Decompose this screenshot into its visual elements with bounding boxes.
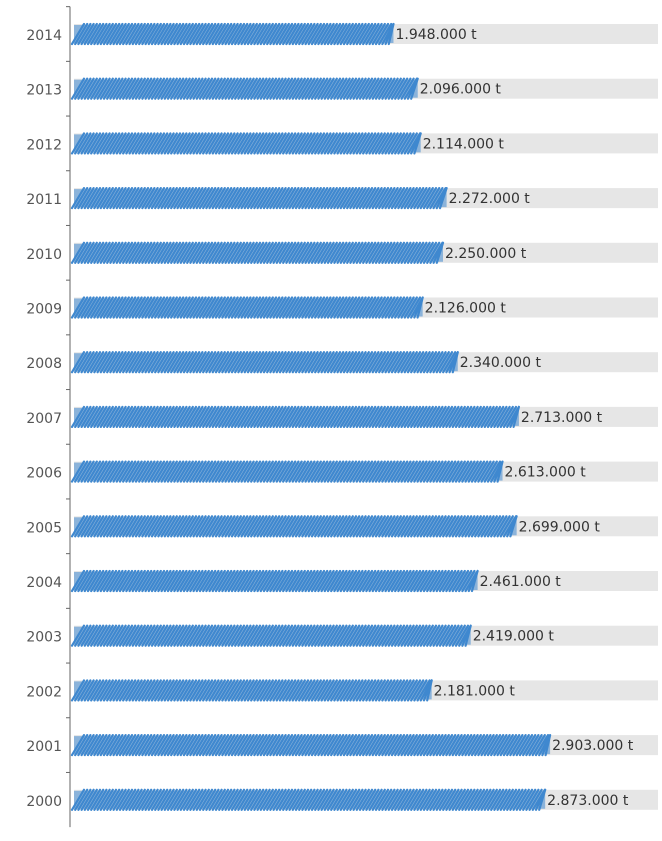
- bar-hatching: [70, 460, 504, 483]
- bar: [70, 788, 547, 811]
- value-label: 2.272.000 t: [449, 191, 531, 207]
- value-label: 2.903.000 t: [552, 738, 634, 754]
- bar: [70, 22, 395, 46]
- bar: [70, 132, 422, 155]
- bar: [70, 405, 520, 428]
- value-label: 2.713.000 t: [521, 410, 603, 426]
- category-tick-label: 2004: [26, 575, 62, 591]
- bar-hatching: [70, 241, 445, 264]
- bar-hatching: [70, 515, 518, 538]
- category-tick-label: 2011: [26, 192, 62, 208]
- bar-hatching: [70, 296, 424, 319]
- bar-hatching: [70, 77, 419, 100]
- bar: [70, 460, 504, 483]
- category-tick-label: 2009: [26, 302, 62, 318]
- bar: [70, 734, 552, 757]
- bar-hatching: [70, 405, 520, 428]
- value-label: 2.873.000 t: [547, 793, 629, 809]
- bar: [70, 296, 424, 319]
- category-tick-label: 2012: [26, 137, 62, 153]
- category-tick-label: 2000: [26, 794, 62, 810]
- bar-hatching: [70, 679, 433, 702]
- bar-hatching: [70, 132, 422, 155]
- value-label: 2.250.000 t: [445, 246, 527, 262]
- bar: [70, 515, 518, 538]
- category-tick-label: 2008: [26, 356, 62, 372]
- value-label: 2.699.000 t: [519, 519, 601, 535]
- bar: [70, 569, 479, 593]
- value-label: 2.613.000 t: [505, 465, 587, 481]
- bar-hatching: [70, 22, 395, 46]
- category-tick-label: 2010: [26, 247, 62, 263]
- bar-hatching: [70, 624, 472, 647]
- value-label: 2.461.000 t: [480, 574, 562, 590]
- category-tick-label: 2013: [26, 83, 62, 99]
- category-tick-label: 2002: [26, 684, 62, 700]
- bar: [70, 77, 419, 100]
- bar-hatching: [70, 734, 552, 757]
- bar-hatching: [70, 351, 459, 374]
- value-label: 1.948.000 t: [395, 27, 477, 43]
- category-axis: 2014 2013 2012 2011 2010 2009 2008 2007 2006 2005…: [26, 6, 71, 828]
- bar: [70, 351, 459, 374]
- value-label: 2.340.000 t: [460, 355, 542, 371]
- bar: [70, 624, 472, 647]
- value-label: 2.181.000 t: [434, 683, 516, 699]
- category-tick-label: 2007: [26, 411, 62, 427]
- bar-hatching: [70, 788, 547, 811]
- bar-hatching: [70, 187, 448, 210]
- value-label: 2.114.000 t: [423, 136, 505, 152]
- bar: [70, 241, 445, 264]
- value-labels: 1.948.000 t 2.096.000 t 2.114.000 t 2.272.0…: [395, 27, 633, 809]
- bar-hatching: [70, 569, 479, 593]
- category-tick-label: 2014: [26, 28, 62, 44]
- value-label: 2.126.000 t: [425, 301, 507, 317]
- category-tick-label: 2005: [26, 520, 62, 536]
- value-label: 2.419.000 t: [473, 629, 555, 645]
- value-label: 2.096.000 t: [420, 82, 502, 98]
- category-tick-label: 2006: [26, 466, 62, 482]
- category-tick-label: 2003: [26, 630, 62, 646]
- bar: [70, 187, 448, 210]
- category-tick-label: 2001: [26, 739, 62, 755]
- bar: [70, 679, 433, 702]
- bars: [70, 22, 552, 811]
